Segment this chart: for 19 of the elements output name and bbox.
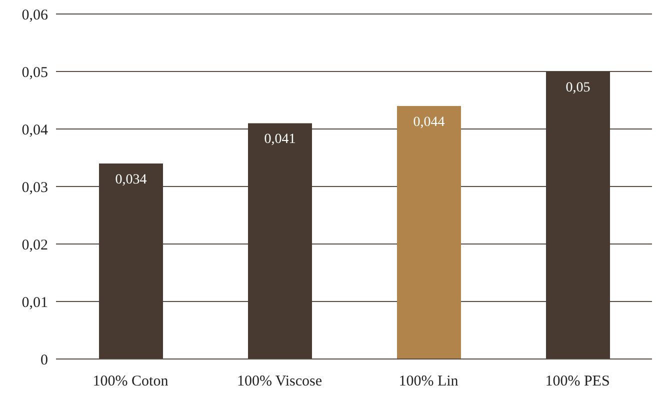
data-label: 0,041 <box>264 132 296 148</box>
x-tick-label: 100% Coton <box>92 374 169 390</box>
y-tick-label: 0,06 <box>22 7 48 24</box>
x-tick-label: 100% PES <box>545 374 610 390</box>
y-tick-label: 0,05 <box>22 64 48 81</box>
data-label: 0,044 <box>413 114 445 130</box>
x-tick-label: 100% Lin <box>398 374 459 390</box>
x-tick-label: 100% Viscose <box>236 374 322 390</box>
y-tick-label: 0,02 <box>22 237 48 254</box>
bar <box>397 106 461 359</box>
bar <box>546 72 610 359</box>
bar <box>248 123 312 359</box>
y-tick-label: 0 <box>40 352 48 368</box>
y-tick-label: 0,03 <box>22 180 48 196</box>
y-tick-label: 0,01 <box>22 294 48 311</box>
data-label: 0,034 <box>115 172 147 188</box>
y-tick-label: 0,04 <box>22 122 48 138</box>
data-label: 0,05 <box>566 80 590 96</box>
bar <box>99 164 163 359</box>
